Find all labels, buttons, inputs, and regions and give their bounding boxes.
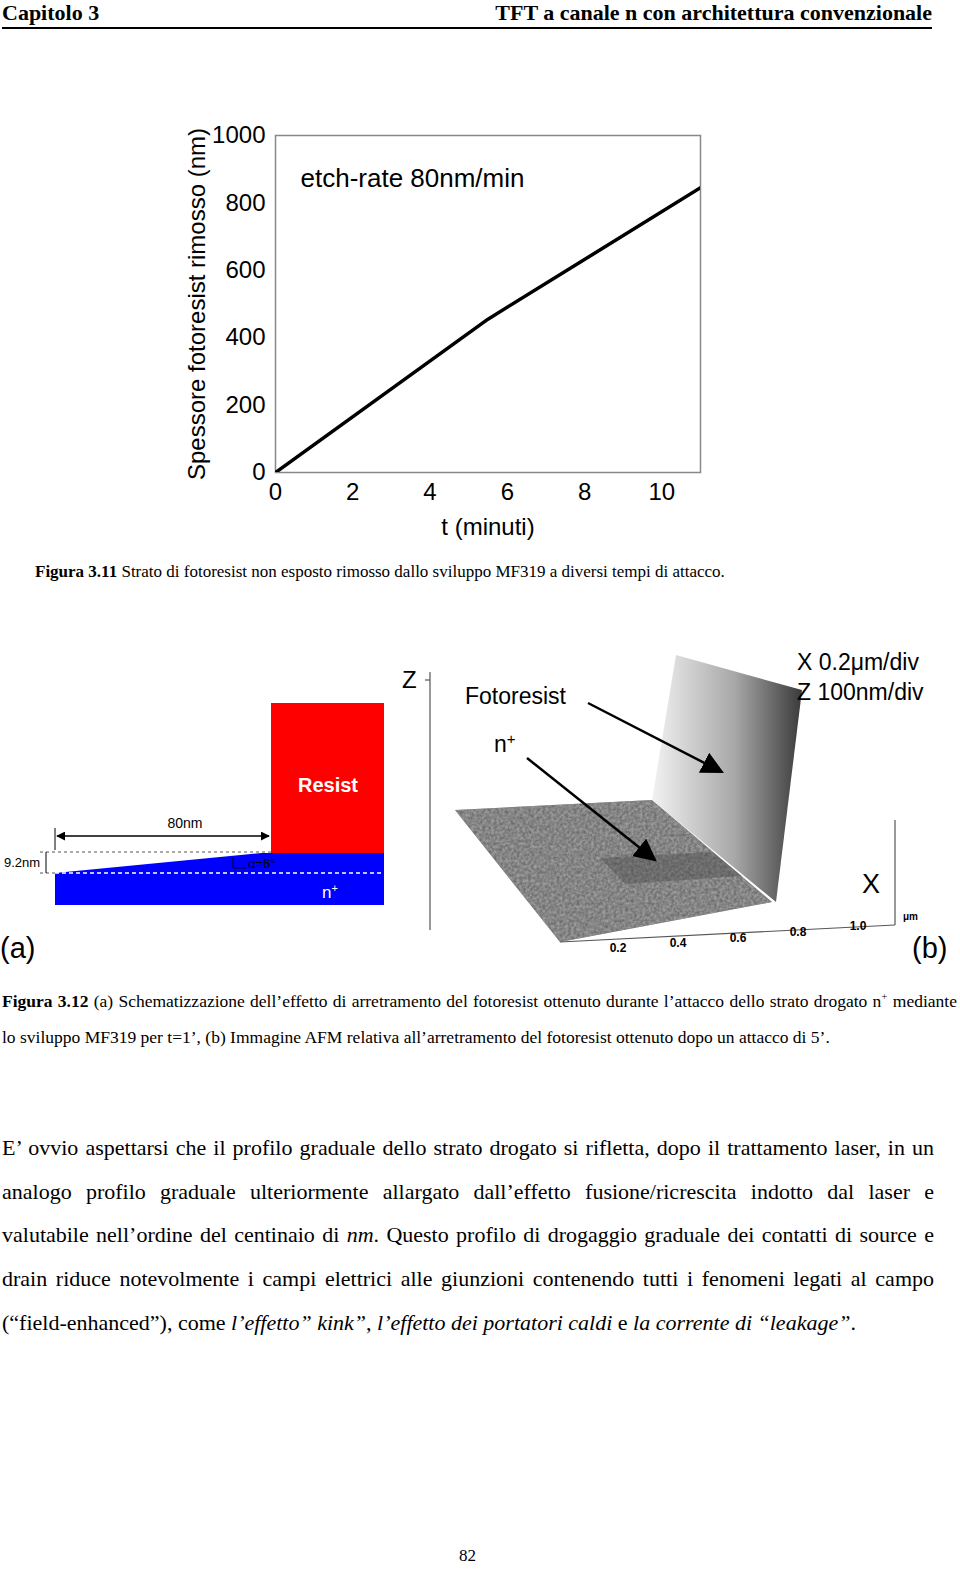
- svg-text:t (minuti): t (minuti): [441, 513, 534, 540]
- svg-text:Spessore fotoresist rimosso (n: Spessore fotoresist rimosso (nm): [183, 128, 210, 480]
- svg-text:0: 0: [269, 478, 282, 505]
- svg-text:(b): (b): [912, 932, 947, 964]
- svg-text:200: 200: [225, 391, 265, 418]
- svg-text:Resist: Resist: [298, 774, 358, 796]
- svg-text:Z 100nm/div: Z 100nm/div: [797, 679, 924, 705]
- svg-text:0: 0: [252, 458, 265, 485]
- svg-text:etch-rate 80nm/min: etch-rate 80nm/min: [301, 163, 525, 193]
- svg-text:Fotoresist: Fotoresist: [465, 683, 567, 709]
- svg-text:0.8: 0.8: [790, 925, 807, 939]
- svg-text:X: X: [862, 869, 880, 899]
- svg-text:1000: 1000: [212, 121, 265, 148]
- svg-text:600: 600: [225, 256, 265, 283]
- html-text:Capitolo 3: Capitolo 3: [2, 0, 100, 25]
- html-text:TFT a canale n con architettur: TFT a canale n con architettura convenzi…: [495, 0, 932, 25]
- svg-text:10: 10: [649, 478, 676, 505]
- html-text:Figura 3.12 (a) Schematizzazio: Figura 3.12 (a) Schematizzazione dell’ef…: [2, 990, 957, 1047]
- svg-text:400: 400: [225, 323, 265, 350]
- svg-text:8: 8: [578, 478, 591, 505]
- svg-text:0.2: 0.2: [610, 941, 627, 955]
- svg-text:1.0: 1.0: [850, 919, 867, 933]
- svg-text:2: 2: [346, 478, 359, 505]
- svg-text:n+: n+: [494, 730, 516, 758]
- html-text:Figura 3.11 Strato di fotoresi: Figura 3.11 Strato di fotoresist non esp…: [35, 562, 725, 581]
- svg-text:80nm: 80nm: [167, 815, 202, 831]
- svg-text:(a): (a): [0, 932, 35, 964]
- svg-text:n+: n+: [322, 882, 338, 902]
- svg-text:X 0.2μm/div: X 0.2μm/div: [797, 649, 919, 675]
- html-text:E’ ovvio aspettarsi che il pro: E’ ovvio aspettarsi che il profilo gradu…: [2, 1135, 934, 1335]
- svg-text:4: 4: [423, 478, 436, 505]
- svg-text:6: 6: [501, 478, 514, 505]
- svg-text:α=6°: α=6°: [248, 856, 276, 871]
- svg-text:9.2nm: 9.2nm: [4, 855, 40, 870]
- html-text:82: 82: [459, 1546, 476, 1565]
- svg-text:0.4: 0.4: [670, 936, 687, 950]
- svg-text:Z: Z: [402, 666, 417, 693]
- svg-text:μm: μm: [903, 911, 918, 922]
- svg-text:0.6: 0.6: [730, 931, 747, 945]
- svg-text:800: 800: [225, 189, 265, 216]
